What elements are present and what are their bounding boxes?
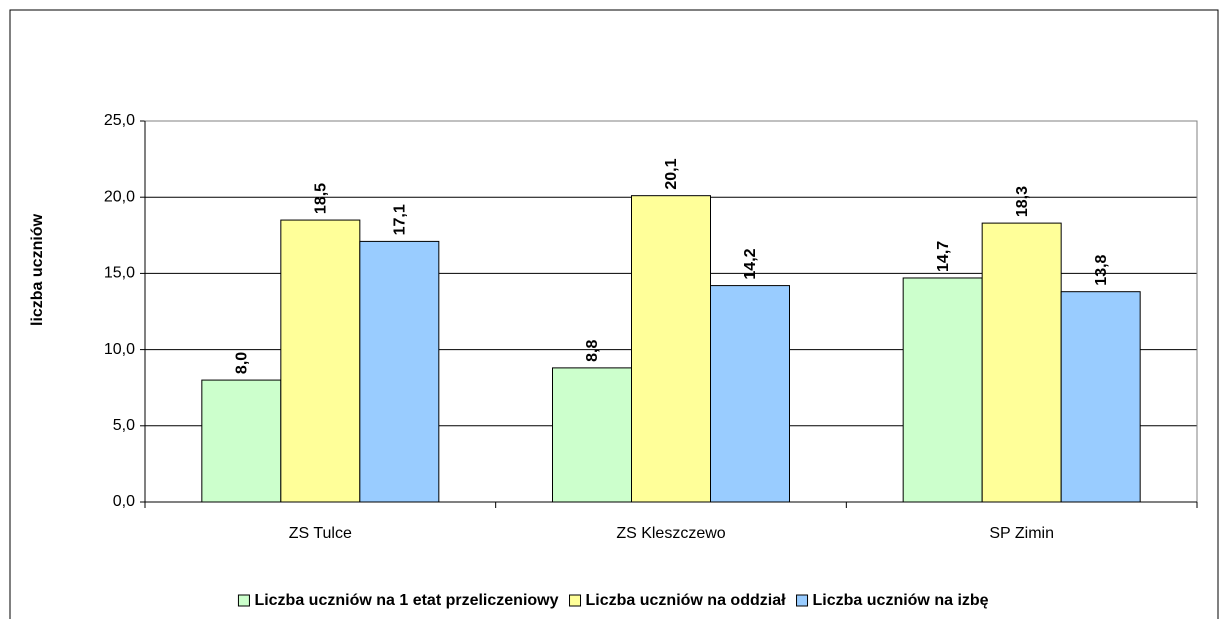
bar [631,195,711,503]
data-label: 20,1 [663,158,680,189]
bar [552,367,632,503]
bar [280,219,361,503]
chart-border [9,9,1219,619]
x-tick-label: SP Zimin [989,525,1054,542]
x-tick-label: ZS Tulce [289,525,352,542]
data-label: 17,1 [392,204,409,235]
data-label: 14,2 [742,248,759,279]
data-label: 14,7 [935,241,952,272]
y-tick-label: 10,0 [104,341,135,358]
y-axis-label: liczba uczniów [29,213,46,326]
data-label: 8,8 [584,340,601,362]
bar [201,379,282,503]
y-tick-label: 15,0 [104,265,135,282]
y-tick-label: 0,0 [113,493,135,510]
data-label: 18,5 [313,183,330,214]
legend-label: Liczba uczniów na oddział [586,592,787,609]
bar [1060,291,1141,503]
legend-swatch [569,594,582,607]
y-tick-label: 25,0 [104,112,135,129]
data-label: 18,3 [1014,186,1031,217]
data-label: 8,0 [234,352,251,374]
bar [359,240,440,503]
x-tick-label: ZS Kleszczewo [616,525,725,542]
bar [710,285,790,503]
y-tick-label: 5,0 [113,417,135,434]
legend-swatch [796,594,809,607]
bar [981,222,1062,503]
legend-label: Liczba uczniów na izbę [813,592,989,609]
legend-swatch [237,594,250,607]
bar [902,277,983,503]
data-label: 13,8 [1093,254,1110,285]
y-tick-label: 20,0 [104,188,135,205]
legend-label: Liczba uczniów na 1 etat przeliczeniowy [254,592,558,609]
